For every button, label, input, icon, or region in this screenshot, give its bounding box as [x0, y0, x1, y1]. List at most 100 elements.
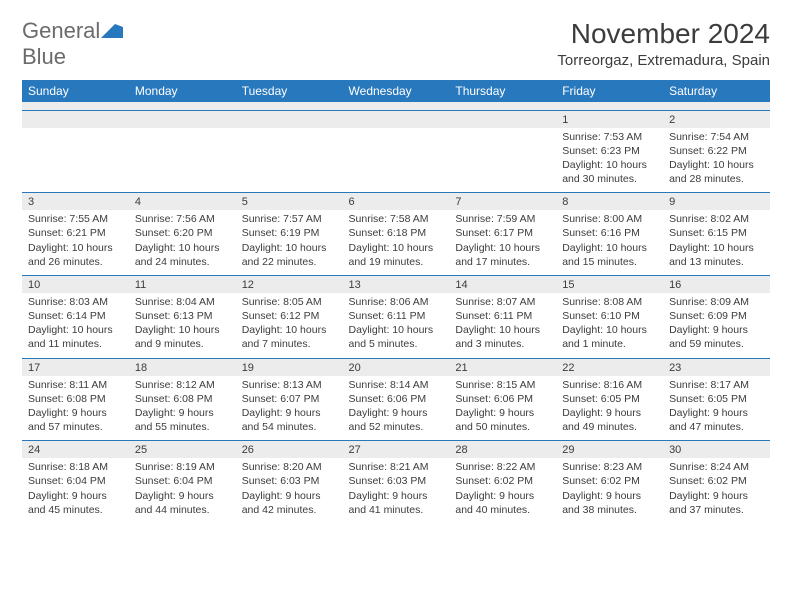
daycell: Sunrise: 8:04 AMSunset: 6:13 PMDaylight:…: [129, 293, 236, 358]
logo-mark-icon: [101, 24, 123, 43]
daycell: Sunrise: 7:58 AMSunset: 6:18 PMDaylight:…: [343, 210, 450, 275]
week-4-nums: 17 18 19 20 21 22 23: [22, 358, 770, 376]
daynum: 29: [556, 441, 663, 459]
daycell: [449, 128, 556, 193]
daycell: Sunrise: 8:06 AMSunset: 6:11 PMDaylight:…: [343, 293, 450, 358]
daynum: 23: [663, 358, 770, 376]
daycell: Sunrise: 8:19 AMSunset: 6:04 PMDaylight:…: [129, 458, 236, 523]
week-1-nums: 1 2: [22, 110, 770, 128]
daycell: Sunrise: 7:53 AMSunset: 6:23 PMDaylight:…: [556, 128, 663, 193]
daynum: 7: [449, 193, 556, 211]
logo-text-blue: Blue: [22, 44, 66, 69]
month-title: November 2024: [557, 18, 770, 50]
daycell: [129, 128, 236, 193]
daycell: Sunrise: 8:08 AMSunset: 6:10 PMDaylight:…: [556, 293, 663, 358]
daynum: [236, 110, 343, 128]
daycell: Sunrise: 8:17 AMSunset: 6:05 PMDaylight:…: [663, 376, 770, 441]
daycell: Sunrise: 7:56 AMSunset: 6:20 PMDaylight:…: [129, 210, 236, 275]
calendar-body: 1 2 Sunrise: 7:53 AMSunset: 6:23 PMDayli…: [22, 102, 770, 523]
week-2-data: Sunrise: 7:55 AMSunset: 6:21 PMDaylight:…: [22, 210, 770, 275]
daynum: 26: [236, 441, 343, 459]
daynum: 16: [663, 275, 770, 293]
header: General Blue November 2024 Torreorgaz, E…: [22, 18, 770, 70]
daynum: 9: [663, 193, 770, 211]
daynum: [343, 110, 450, 128]
logo: General Blue: [22, 18, 123, 70]
daycell: Sunrise: 8:18 AMSunset: 6:04 PMDaylight:…: [22, 458, 129, 523]
location: Torreorgaz, Extremadura, Spain: [557, 52, 770, 69]
daycell: Sunrise: 8:22 AMSunset: 6:02 PMDaylight:…: [449, 458, 556, 523]
daycell: Sunrise: 8:24 AMSunset: 6:02 PMDaylight:…: [663, 458, 770, 523]
daynum: 18: [129, 358, 236, 376]
dayhead-mon: Monday: [129, 80, 236, 102]
dayhead-sat: Saturday: [663, 80, 770, 102]
daycell: Sunrise: 7:55 AMSunset: 6:21 PMDaylight:…: [22, 210, 129, 275]
daynum: 25: [129, 441, 236, 459]
daycell: [343, 128, 450, 193]
daynum: 14: [449, 275, 556, 293]
daycell: Sunrise: 8:23 AMSunset: 6:02 PMDaylight:…: [556, 458, 663, 523]
daycell: Sunrise: 8:03 AMSunset: 6:14 PMDaylight:…: [22, 293, 129, 358]
daynum: 5: [236, 193, 343, 211]
daynum: 11: [129, 275, 236, 293]
daynum: 3: [22, 193, 129, 211]
daycell: Sunrise: 8:07 AMSunset: 6:11 PMDaylight:…: [449, 293, 556, 358]
daynum: [449, 110, 556, 128]
daynum: 28: [449, 441, 556, 459]
daynum: 22: [556, 358, 663, 376]
daycell: Sunrise: 8:20 AMSunset: 6:03 PMDaylight:…: [236, 458, 343, 523]
title-block: November 2024 Torreorgaz, Extremadura, S…: [557, 18, 770, 69]
daycell: Sunrise: 8:12 AMSunset: 6:08 PMDaylight:…: [129, 376, 236, 441]
daycell: Sunrise: 8:13 AMSunset: 6:07 PMDaylight:…: [236, 376, 343, 441]
daycell: [236, 128, 343, 193]
daycell: Sunrise: 8:09 AMSunset: 6:09 PMDaylight:…: [663, 293, 770, 358]
dayhead-thu: Thursday: [449, 80, 556, 102]
daynum: 27: [343, 441, 450, 459]
daycell: Sunrise: 8:14 AMSunset: 6:06 PMDaylight:…: [343, 376, 450, 441]
dayhead-tue: Tuesday: [236, 80, 343, 102]
daynum: 1: [556, 110, 663, 128]
daycell: Sunrise: 8:21 AMSunset: 6:03 PMDaylight:…: [343, 458, 450, 523]
daynum: 6: [343, 193, 450, 211]
daynum: 24: [22, 441, 129, 459]
daynum: 15: [556, 275, 663, 293]
daynum: 20: [343, 358, 450, 376]
daycell: Sunrise: 7:59 AMSunset: 6:17 PMDaylight:…: [449, 210, 556, 275]
daynum: 12: [236, 275, 343, 293]
daycell: Sunrise: 8:15 AMSunset: 6:06 PMDaylight:…: [449, 376, 556, 441]
daynum: 30: [663, 441, 770, 459]
daycell: Sunrise: 8:16 AMSunset: 6:05 PMDaylight:…: [556, 376, 663, 441]
daynum: [22, 110, 129, 128]
week-2-nums: 3 4 5 6 7 8 9: [22, 193, 770, 211]
logo-text-gray: General: [22, 18, 100, 43]
week-1-data: Sunrise: 7:53 AMSunset: 6:23 PMDaylight:…: [22, 128, 770, 193]
week-5-nums: 24 25 26 27 28 29 30: [22, 441, 770, 459]
calendar-table: Sunday Monday Tuesday Wednesday Thursday…: [22, 80, 770, 523]
daynum: [129, 110, 236, 128]
spacer-row: [22, 102, 770, 110]
dayhead-fri: Friday: [556, 80, 663, 102]
daycell: Sunrise: 8:11 AMSunset: 6:08 PMDaylight:…: [22, 376, 129, 441]
logo-text: General Blue: [22, 18, 123, 70]
week-5-data: Sunrise: 8:18 AMSunset: 6:04 PMDaylight:…: [22, 458, 770, 523]
daynum: 10: [22, 275, 129, 293]
calendar-page: General Blue November 2024 Torreorgaz, E…: [0, 0, 792, 541]
daycell: Sunrise: 8:00 AMSunset: 6:16 PMDaylight:…: [556, 210, 663, 275]
day-header-row: Sunday Monday Tuesday Wednesday Thursday…: [22, 80, 770, 102]
daynum: 2: [663, 110, 770, 128]
daycell: [22, 128, 129, 193]
dayhead-wed: Wednesday: [343, 80, 450, 102]
daycell: Sunrise: 7:57 AMSunset: 6:19 PMDaylight:…: [236, 210, 343, 275]
daynum: 19: [236, 358, 343, 376]
daycell: Sunrise: 7:54 AMSunset: 6:22 PMDaylight:…: [663, 128, 770, 193]
daynum: 17: [22, 358, 129, 376]
week-4-data: Sunrise: 8:11 AMSunset: 6:08 PMDaylight:…: [22, 376, 770, 441]
daycell: Sunrise: 8:02 AMSunset: 6:15 PMDaylight:…: [663, 210, 770, 275]
dayhead-sun: Sunday: [22, 80, 129, 102]
week-3-data: Sunrise: 8:03 AMSunset: 6:14 PMDaylight:…: [22, 293, 770, 358]
daynum: 13: [343, 275, 450, 293]
week-3-nums: 10 11 12 13 14 15 16: [22, 275, 770, 293]
daynum: 4: [129, 193, 236, 211]
daynum: 21: [449, 358, 556, 376]
daycell: Sunrise: 8:05 AMSunset: 6:12 PMDaylight:…: [236, 293, 343, 358]
